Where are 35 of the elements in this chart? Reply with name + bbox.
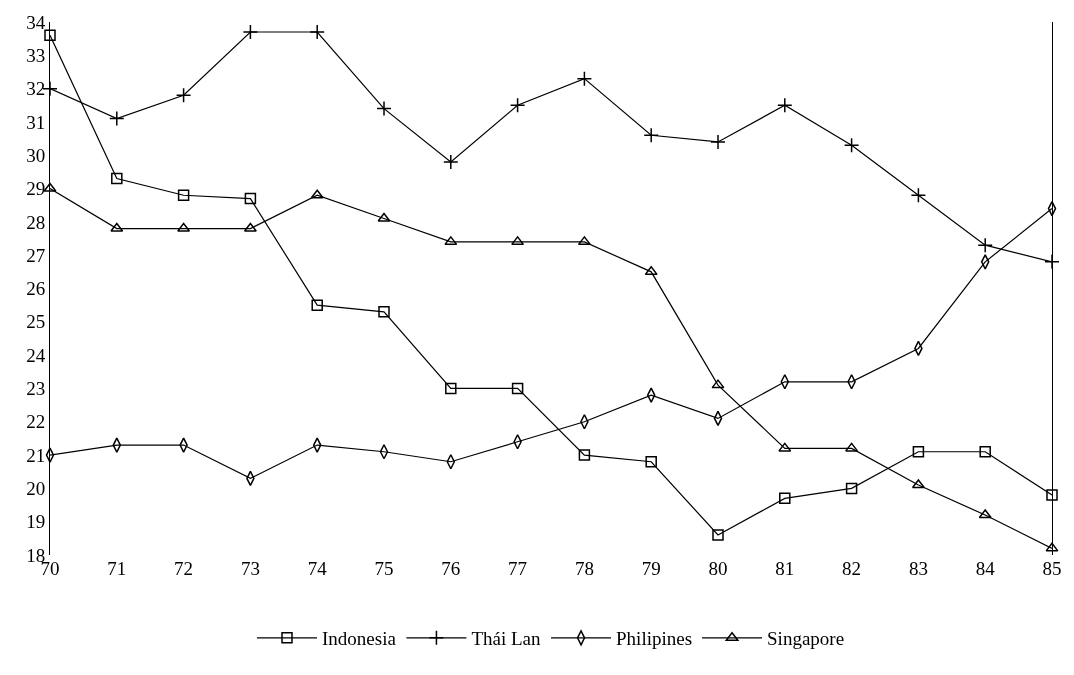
y-tick-label: 19 — [26, 511, 46, 533]
x-tick-label: 84 — [975, 558, 996, 579]
x-tick-label: 76 — [441, 558, 461, 579]
x-tick-label: 71 — [107, 558, 127, 579]
y-tick-label: 30 — [26, 144, 46, 166]
x-tick-label: 74 — [307, 558, 328, 579]
x-tick-label: 75 — [374, 558, 394, 579]
y-tick-label: 31 — [26, 111, 46, 133]
x-tick-label: 83 — [908, 558, 928, 579]
y-tick-label: 28 — [26, 211, 46, 233]
y-tick-label: 32 — [26, 78, 46, 100]
x-tick-label: 85 — [1042, 558, 1062, 579]
x-tick-label: 77 — [508, 558, 528, 579]
x-tick-label: 78 — [574, 558, 594, 579]
x-tick-label: 73 — [240, 558, 260, 579]
y-tick-label: 25 — [26, 311, 46, 333]
y-tick-label: 21 — [26, 444, 46, 466]
legend-label: Thái Lan — [471, 628, 542, 650]
x-tick-label: 81 — [775, 558, 795, 579]
x-tick-label: 82 — [842, 558, 862, 579]
y-tick-label: 33 — [26, 44, 46, 66]
legend-label: Indonesia — [322, 628, 397, 650]
legend-label: Philipines — [616, 628, 693, 650]
y-tick-label: 29 — [26, 178, 46, 200]
y-tick-label: 26 — [26, 278, 46, 300]
x-tick-label: 79 — [641, 558, 661, 579]
y-tick-label: 27 — [26, 244, 46, 266]
x-tick-label: 80 — [708, 558, 728, 579]
y-tick-label: 20 — [26, 478, 46, 500]
y-tick-label: 24 — [26, 344, 46, 366]
x-tick-label: 72 — [174, 558, 194, 579]
legend-label: Singapore — [767, 628, 845, 650]
y-tick-label: 22 — [26, 411, 46, 433]
y-tick-label: 34 — [26, 11, 46, 33]
y-tick-label: 23 — [26, 378, 46, 400]
